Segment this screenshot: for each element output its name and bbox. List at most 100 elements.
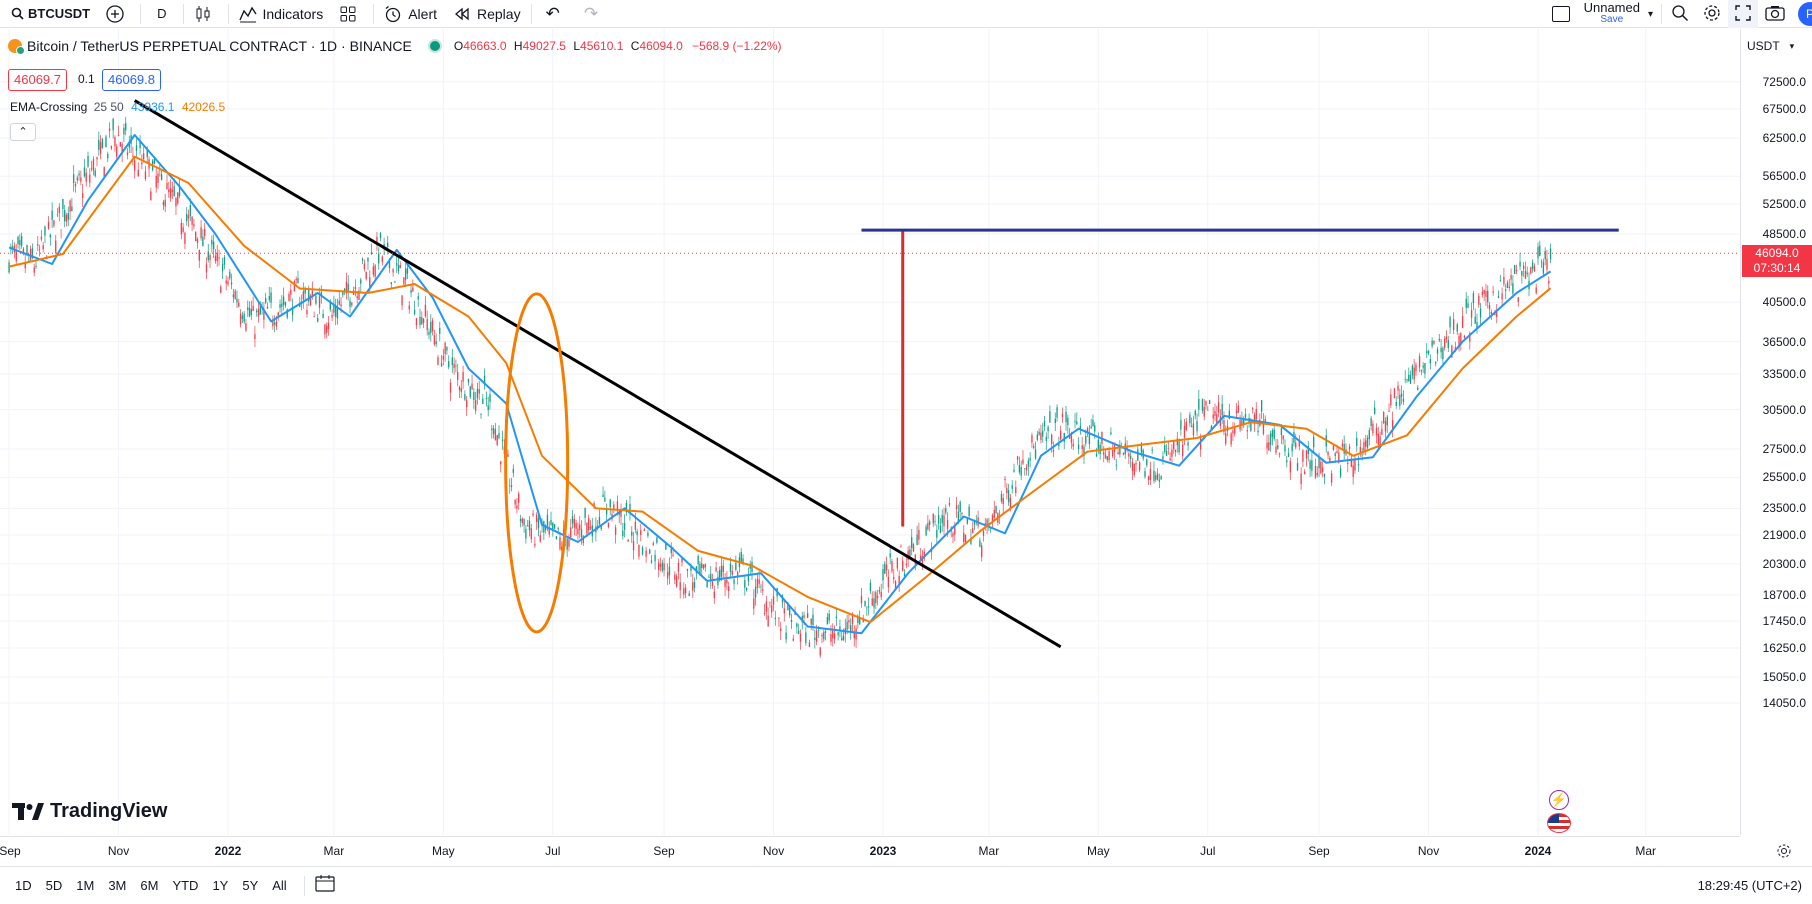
price-tick-label: 18700.0 [1762, 587, 1806, 602]
layout-select[interactable]: Unnamed Save ▾ [1546, 0, 1659, 28]
tv-logo-icon [12, 802, 44, 820]
magnifier-icon [1671, 4, 1689, 25]
events-lightning-icon[interactable]: ⚡ [1549, 790, 1569, 810]
range-button-all[interactable]: All [272, 878, 287, 893]
time-tick-label: 2024 [1524, 844, 1552, 858]
settings-button[interactable] [1696, 0, 1728, 28]
time-tick-label: Jul [1200, 844, 1216, 858]
logo-text: TradingView [50, 800, 168, 822]
price-tick-label: 48500.0 [1762, 227, 1806, 241]
ema-legend[interactable]: EMA-Crossing 25 50 43936.1 42026.5 [10, 100, 225, 114]
btc-coin-icon [8, 39, 25, 55]
price-tick-label: 56500.0 [1762, 169, 1806, 184]
price-tick-label: 33500.0 [1762, 367, 1806, 382]
templates-button[interactable] [331, 0, 371, 28]
ema-line [8, 155, 1552, 624]
snapshot-button[interactable] [1758, 0, 1792, 28]
ema-line [8, 134, 1552, 635]
price-tick-label: 20300.0 [1762, 556, 1806, 571]
price-axis[interactable]: USDT ▾ 72500.0 67500.0 62500.0 56500.0 52500… [1740, 29, 1812, 835]
compare-button[interactable] [98, 0, 138, 28]
time-tick-label: Nov [762, 844, 785, 858]
current-price-label: 46094.0 07:30:14 [1742, 245, 1812, 278]
ohlc-values: O46663.0 H49027.5 L45610.1 C46094.0 −568… [453, 39, 782, 53]
fullscreen-button[interactable] [1728, 0, 1758, 28]
ema-name: EMA-Crossing [10, 100, 88, 114]
interval-button[interactable]: D [143, 0, 180, 28]
price-tick-label: 40500.0 [1762, 295, 1806, 310]
range-button-1y[interactable]: 1Y [212, 878, 229, 893]
time-tick-label: Jul [545, 844, 561, 858]
replay-button[interactable]: Replay [445, 0, 529, 28]
quick-search-button[interactable] [1664, 0, 1696, 28]
range-button-1d[interactable]: 1D [15, 878, 32, 893]
price-tick-label: 14050.0 [1762, 696, 1806, 711]
sell-price-button[interactable]: 46069.7 [8, 69, 67, 91]
redo-icon: ↷ [583, 3, 599, 23]
time-tick-label: Sep [0, 844, 21, 858]
price-tick-label: 72500.0 [1762, 74, 1806, 89]
currency-select[interactable]: USDT ▾ [1747, 39, 1794, 53]
range-button-5d[interactable]: 5D [45, 878, 63, 893]
symbol-legend: Bitcoin / TetherUS PERPETUAL CONTRACT · … [8, 38, 782, 55]
range-button-ytd[interactable]: YTD [172, 878, 199, 893]
range-buttons: 1D 5D 1M 3M 6M YTD 1Y 5Y All [8, 878, 294, 893]
buy-price-button[interactable]: 46069.8 [102, 69, 161, 91]
settings-gear-icon[interactable] [1776, 843, 1792, 859]
price-tick-label: 36500.0 [1762, 334, 1806, 349]
fullscreen-icon [1735, 4, 1751, 24]
clock-display[interactable]: 18:29:45 (UTC+2) [1697, 878, 1802, 893]
chart-pane[interactable] [0, 29, 1740, 835]
currency-label: USDT [1747, 39, 1780, 53]
symbol-title[interactable]: Bitcoin / TetherUS PERPETUAL CONTRACT · … [27, 38, 412, 54]
divider [182, 3, 184, 24]
chevron-down-icon: ▾ [1647, 8, 1653, 20]
trend-line [133, 99, 1062, 649]
tradingview-logo[interactable]: TradingView [12, 800, 167, 823]
indicators-button[interactable]: Indicators [231, 0, 332, 28]
goto-date-button[interactable] [315, 874, 335, 897]
price-chart[interactable] [0, 29, 1740, 835]
toolbar-right: Unnamed Save ▾ P [1546, 0, 1812, 28]
time-tick-label: Mar [323, 844, 345, 858]
price-tick-label: 52500.0 [1762, 196, 1806, 211]
alert-label: Alert [408, 5, 437, 22]
highlight-ellipse [504, 292, 570, 634]
range-button-3m[interactable]: 3M [108, 878, 127, 893]
time-tick-label: Mar [1635, 844, 1656, 858]
divider [530, 3, 532, 24]
divider [227, 3, 229, 24]
profile-button[interactable]: P [1792, 0, 1812, 28]
chart-type-button[interactable] [186, 0, 226, 28]
ema-fast-value: 43936.1 [131, 100, 175, 114]
alert-button[interactable]: Alert [376, 0, 445, 28]
search-icon [8, 5, 26, 23]
time-axis[interactable]: Sep Nov 2022 Mar May Jul Sep Nov 2023 Mar May Jul Se… [0, 836, 1740, 866]
camera-icon [1765, 5, 1785, 24]
price-tick-label: 62500.0 [1762, 130, 1806, 145]
divider [1661, 4, 1662, 24]
price-tick-label: 23500.0 [1762, 501, 1806, 516]
divider [140, 3, 142, 24]
undo-button[interactable]: ↶ [534, 0, 572, 28]
symbol-label: BTCUSDT [28, 6, 91, 21]
redo-button[interactable]: ↷ [572, 0, 610, 28]
collapse-legend-button[interactable]: ⌃ [10, 123, 36, 141]
plus-circle-icon [106, 4, 124, 23]
avatar: P [1798, 2, 1812, 26]
time-tick-label: Nov [107, 844, 130, 858]
divider [373, 3, 375, 24]
bottom-toolbar: 1D 5D 1M 3M 6M YTD 1Y 5Y All 18:29:45 (UTC+2) [0, 866, 1812, 904]
alarm-clock-icon [384, 5, 402, 23]
gear-icon [1703, 4, 1721, 25]
range-button-5y[interactable]: 5Y [242, 878, 259, 893]
time-tick-label: 2023 [869, 844, 897, 858]
range-button-1m[interactable]: 1M [76, 878, 95, 893]
range-button-6m[interactable]: 6M [140, 878, 159, 893]
replay-label: Replay [477, 5, 521, 22]
indicators-label: Indicators [262, 5, 324, 22]
price-tick-label: 16250.0 [1762, 641, 1806, 655]
us-flag-icon[interactable] [1547, 813, 1571, 833]
symbol-search[interactable]: BTCUSDT [0, 0, 98, 28]
drawings [0, 99, 1740, 649]
